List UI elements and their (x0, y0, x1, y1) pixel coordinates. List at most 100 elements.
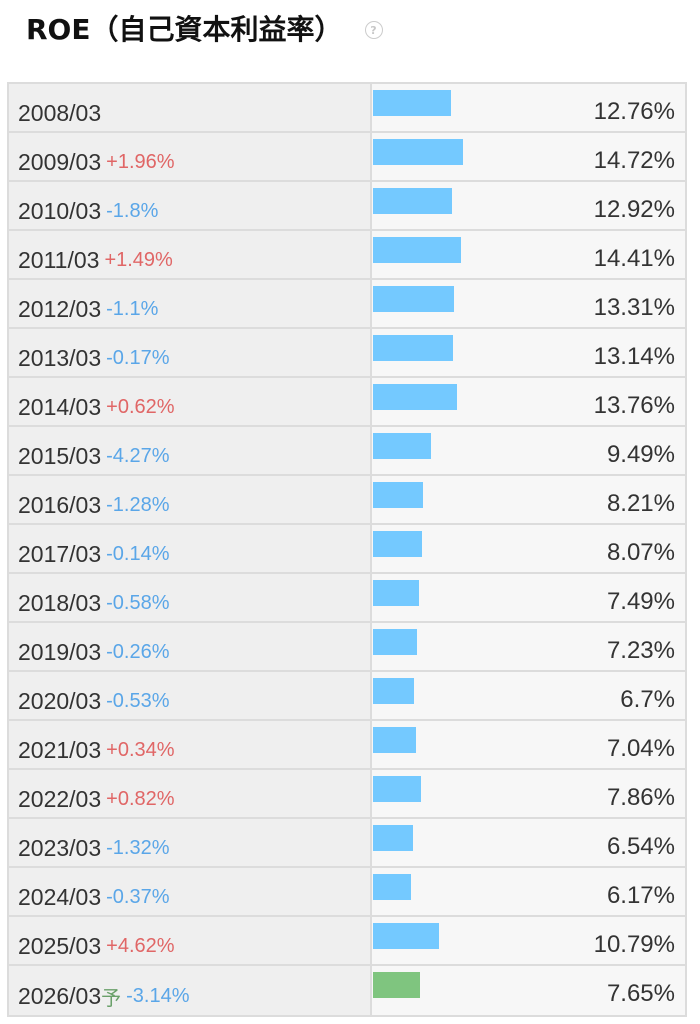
period-label: 2008/03 (18, 100, 102, 126)
bar-cell: 10.79% (372, 917, 685, 964)
period-label: 2015/03 (18, 443, 102, 469)
table-row: 2023/03 -1.32% 6.54% (9, 819, 685, 868)
period-label: 2014/03 (18, 394, 102, 420)
table-row: 2010/03 -1.8% 12.92% (9, 182, 685, 231)
bar-cell: 13.14% (372, 329, 685, 376)
forecast-bar (373, 972, 420, 998)
period-cell: 2015/03 -4.27% (9, 427, 372, 474)
bar-cell: 7.49% (372, 574, 685, 621)
period-label: 2009/03 (18, 149, 102, 175)
roe-bar (373, 384, 457, 410)
delta-label: +0.34% (106, 739, 175, 761)
delta-label: +0.62% (106, 396, 175, 418)
period-cell: 2025/03 +4.62% (9, 917, 372, 964)
roe-bar (373, 335, 453, 361)
period-label: 2018/03 (18, 590, 102, 616)
delta-label: -0.53% (106, 690, 170, 712)
period-cell: 2017/03 -0.14% (9, 525, 372, 572)
forecast-mark: 予 (101, 988, 122, 1010)
bar-cell: 13.31% (372, 280, 685, 327)
period-label: 2024/03 (18, 884, 102, 910)
roe-bar (373, 531, 422, 557)
value-label: 6.54% (606, 833, 675, 860)
roe-bar (373, 727, 416, 753)
delta-label: +4.62% (106, 935, 175, 957)
period-cell: 2021/03 +0.34% (9, 721, 372, 768)
value-label: 13.31% (593, 294, 675, 321)
roe-table: 2008/03 12.76% 2009/03 +1.96% 14.72% 2010/03-… (7, 82, 687, 1017)
value-label: 10.79% (593, 931, 675, 958)
roe-bar (373, 678, 414, 704)
period-label: 2025/03 (18, 933, 102, 959)
bar-cell: 12.76% (372, 84, 685, 131)
period-label: 2012/03 (18, 296, 102, 322)
table-row: 2024/03 -0.37% 6.17% (9, 868, 685, 917)
table-row: 2012/03 -1.1% 13.31% (9, 280, 685, 329)
period-cell: 2010/03 -1.8% (9, 182, 372, 229)
roe-bar (373, 433, 431, 459)
roe-bar (373, 874, 411, 900)
period-label: 2022/03 (18, 786, 102, 812)
value-label: 13.14% (593, 343, 675, 370)
period-label: 2017/03 (18, 541, 102, 567)
table-row: 2018/03 -0.58% 7.49% (9, 574, 685, 623)
period-cell: 2018/03 -0.58% (9, 574, 372, 621)
delta-label: +1.49% (104, 249, 173, 271)
delta-label: +1.96% (106, 151, 175, 173)
delta-label: -1.1% (106, 298, 159, 320)
bar-cell: 6.54% (372, 819, 685, 866)
period-cell: 2013/03 -0.17% (9, 329, 372, 376)
period-cell: 2008/03 (9, 84, 372, 131)
period-label: 2013/03 (18, 345, 102, 371)
period-cell: 2022/03 +0.82% (9, 770, 372, 817)
bar-cell: 9.49% (372, 427, 685, 474)
period-label: 2020/03 (18, 688, 102, 714)
table-row: 2025/03 +4.62% 10.79% (9, 917, 685, 966)
value-label: 14.72% (593, 147, 675, 174)
value-label: 9.49% (606, 441, 675, 468)
value-label: 7.65% (606, 980, 675, 1007)
delta-label: -0.37% (106, 886, 170, 908)
table-row: 2019/03 -0.26% 7.23% (9, 623, 685, 672)
page-title: ROE（自己資本利益率） (26, 13, 343, 46)
value-label: 14.41% (593, 245, 675, 272)
roe-bar (373, 776, 421, 802)
table-row: 2013/03 -0.17% 13.14% (9, 329, 685, 378)
period-cell: 2020/03 -0.53% (9, 672, 372, 719)
period-cell: 2019/03 -0.26% (9, 623, 372, 670)
roe-bar (373, 629, 417, 655)
roe-bar (373, 188, 452, 214)
bar-cell: 13.76% (372, 378, 685, 425)
value-label: 8.21% (606, 490, 675, 517)
table-row: 2015/03 -4.27% 9.49% (9, 427, 685, 476)
period-cell: 2024/03 -0.37% (9, 868, 372, 915)
value-label: 6.17% (606, 882, 675, 909)
period-label: 2010/03 (18, 198, 102, 224)
value-label: 8.07% (606, 539, 675, 566)
table-row: 2008/03 12.76% (9, 84, 685, 133)
period-cell: 2012/03 -1.1% (9, 280, 372, 327)
period-label: 2026/03 (18, 983, 102, 1009)
period-label: 2021/03 (18, 737, 102, 763)
help-icon[interactable]: ? (364, 21, 383, 39)
delta-label: -1.28% (106, 494, 170, 516)
period-label: 2011/03 (18, 247, 100, 273)
period-cell: 2009/03 +1.96% (9, 133, 372, 180)
roe-bar (373, 482, 423, 508)
table-row: 2016/03 -1.28% 8.21% (9, 476, 685, 525)
delta-label: -0.14% (106, 543, 170, 565)
delta-label: -0.58% (106, 592, 170, 614)
period-cell: 2011/03 +1.49% (9, 231, 372, 278)
roe-bar (373, 90, 451, 116)
delta-label: -1.8% (106, 200, 159, 222)
value-label: 13.76% (593, 392, 675, 419)
bar-cell: 6.17% (372, 868, 685, 915)
bar-cell: 7.04% (372, 721, 685, 768)
bar-cell: 8.21% (372, 476, 685, 523)
period-cell: 2023/03 -1.32% (9, 819, 372, 866)
roe-bar (373, 825, 413, 851)
bar-cell: 14.41% (372, 231, 685, 278)
roe-bar (373, 580, 419, 606)
bar-cell: 6.7% (372, 672, 685, 719)
delta-label: -0.17% (106, 347, 170, 369)
